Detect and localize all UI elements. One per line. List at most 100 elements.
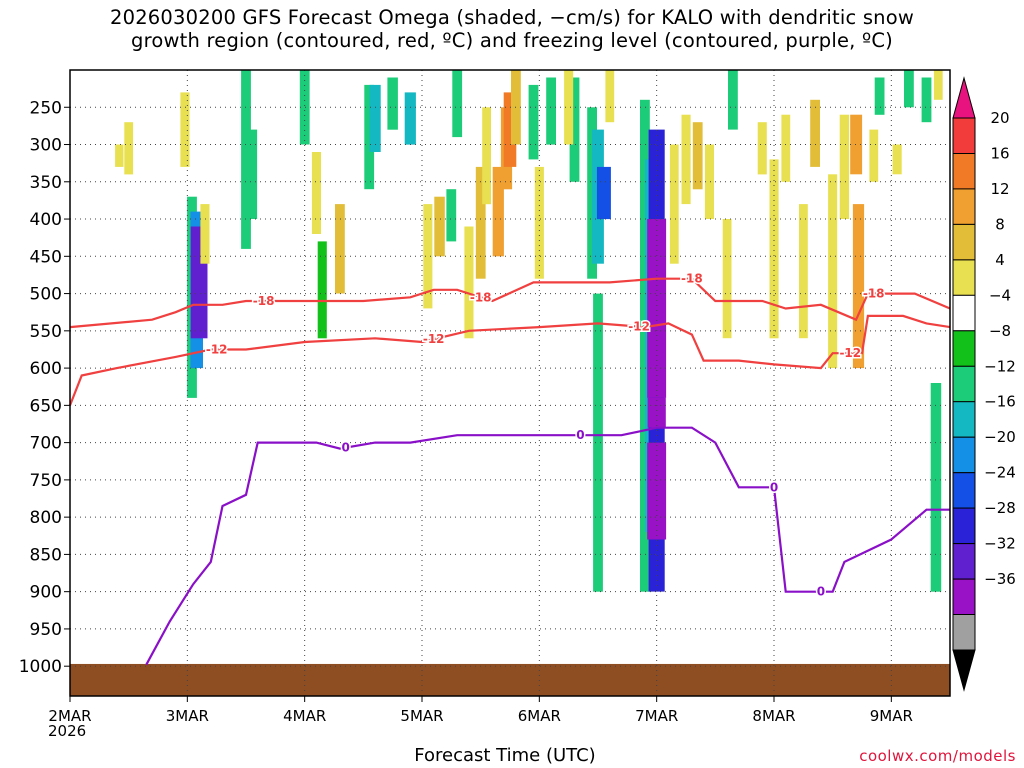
y-tick-label: 1000 [19, 657, 62, 677]
contour-label: 0 [576, 428, 584, 442]
contour-line [69, 277, 951, 329]
omega-cell [930, 383, 942, 592]
omega-cell [534, 166, 544, 279]
colorbar-label: 16 [990, 145, 1009, 163]
terrain-ground [70, 663, 950, 696]
omega-cell [446, 189, 457, 242]
colorbar-label: 12 [990, 180, 1009, 198]
colorbar-top-arrow [952, 76, 976, 119]
watermark-link[interactable]: coolwx.com/models [859, 747, 1016, 765]
omega-cell [404, 92, 416, 145]
omega-cell [605, 70, 615, 123]
omega-cell [852, 204, 865, 369]
x-axis-year: 2026 [48, 722, 87, 740]
colorbar-label: 4 [995, 251, 1005, 269]
x-tick-label: 2MAR [48, 707, 91, 725]
x-tick-label: 6MAR [518, 707, 561, 725]
colorbar-bin [952, 188, 976, 225]
contour-label: -12 [839, 346, 861, 360]
contour-line [68, 314, 951, 406]
omega-cell [452, 70, 463, 138]
contour-label: -18 [253, 294, 275, 308]
omega-cell [569, 77, 580, 182]
omega-cell [335, 204, 345, 294]
omega-cell [874, 77, 885, 115]
omega-cell [781, 114, 791, 182]
colorbar-label: 20 [990, 109, 1009, 127]
omega-cell [364, 84, 375, 190]
contour-label: 0 [770, 480, 778, 494]
omega-cell [434, 196, 445, 257]
omega-cell [933, 70, 943, 100]
omega-cell [564, 70, 574, 145]
x-tick-label: 9MAR [870, 707, 913, 725]
colorbar-bin [952, 543, 976, 580]
contour-label: -12 [423, 332, 445, 346]
omega-cell [593, 293, 603, 592]
omega-cell [692, 122, 703, 190]
colorbar-bin [952, 578, 976, 616]
omega-cell [596, 166, 611, 220]
omega-shading [115, 70, 943, 592]
omega-cell [464, 226, 474, 339]
colorbar-bin [952, 401, 976, 438]
y-tick-label: 850 [30, 545, 62, 565]
omega-cell [124, 122, 134, 175]
y-tick-label: 900 [30, 583, 62, 603]
omega-cell [799, 204, 808, 339]
y-tick-label: 700 [30, 434, 62, 454]
colorbar-label: −24 [984, 464, 1016, 482]
colorbar-label: −12 [984, 357, 1016, 375]
y-tick-label: 800 [30, 508, 62, 528]
y-tick-label: 450 [30, 247, 62, 267]
omega-cell [246, 129, 258, 219]
chart-title-line1: 2026030200 GFS Forecast Omega (shaded, −… [109, 6, 915, 29]
colorbar-label: −32 [984, 535, 1016, 553]
omega-cell [492, 166, 504, 257]
x-tick-label: 3MAR [166, 707, 209, 725]
omega-cell [299, 70, 310, 145]
contour-label: -18 [681, 272, 703, 286]
colorbar-bin [952, 365, 976, 403]
x-tick-label: 7MAR [635, 707, 678, 725]
colorbar-bottom-arrow [952, 649, 976, 692]
colorbar-label: −28 [984, 499, 1016, 517]
omega-cell [757, 122, 767, 175]
omega-cell [200, 204, 210, 264]
omega-cell [722, 219, 732, 339]
colorbar-bin [952, 614, 976, 651]
contour-label: -12 [206, 343, 228, 357]
colorbar-bin [952, 330, 976, 367]
omega-cell [115, 144, 124, 167]
omega-cell [311, 152, 321, 234]
omega-cell [546, 77, 556, 145]
x-axis-title: Forecast Time (UTC) [414, 745, 596, 766]
contour-label: -18 [470, 290, 492, 304]
omega-cell [728, 70, 738, 130]
x-tick-label: 5MAR [400, 707, 443, 725]
colorbar-bin [952, 153, 976, 190]
y-tick-label: 350 [30, 173, 62, 193]
contour-line [145, 426, 950, 666]
colorbar-label: −4 [989, 286, 1011, 304]
x-axis: 2MAR 3MAR 4MAR 5MAR 6MAR 7MAR 8MAR 9MAR [48, 696, 913, 725]
contour-label: -12 [628, 320, 650, 334]
omega-cell [810, 99, 820, 167]
omega-cell [892, 144, 902, 175]
y-tick-label: 600 [30, 359, 62, 379]
grid-lines [69, 70, 950, 696]
omega-cell [850, 114, 863, 175]
omega-cell [317, 241, 327, 339]
x-tick-label: 4MAR [283, 707, 326, 725]
contour-label: 0 [817, 585, 825, 599]
omega-cell [704, 144, 714, 219]
omega-cell [769, 159, 779, 339]
x-tick-label: 8MAR [752, 707, 795, 725]
colorbar-bin [952, 294, 976, 332]
chart-title-line2: growth region (contoured, red, ºC) and f… [131, 29, 893, 52]
omega-cell [387, 77, 398, 130]
colorbar-bin [952, 117, 976, 154]
omega-cell [828, 174, 838, 369]
omega-cell [647, 442, 667, 540]
